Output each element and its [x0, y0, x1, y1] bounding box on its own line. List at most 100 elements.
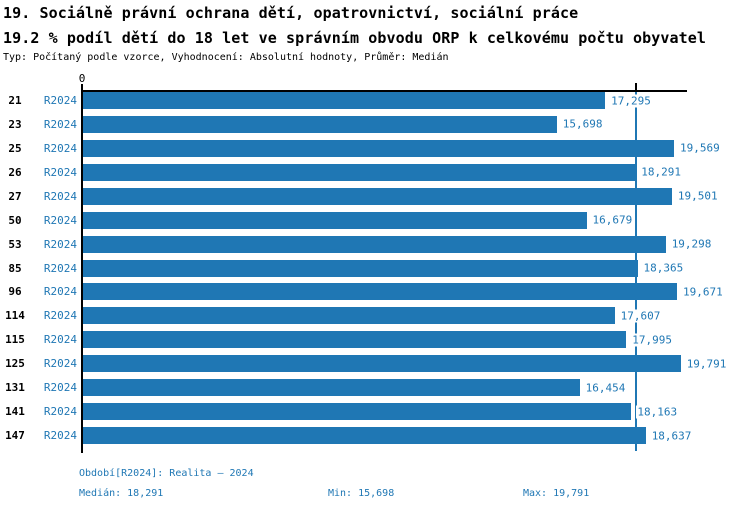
row-series-label: R2024: [43, 165, 77, 179]
chart-row: 26 R2024 18,291: [0, 163, 750, 181]
bar: [81, 403, 632, 421]
bar-track: 18,365: [81, 259, 750, 277]
row-category-label: 53: [8, 237, 22, 251]
bar-value-label: 15,698: [561, 117, 604, 131]
x-axis-zero-tick: [81, 84, 83, 91]
row-category-label: 21: [8, 94, 22, 107]
bar-value-label: 19,791: [685, 357, 728, 371]
bar: [81, 235, 666, 253]
row-series-label: R2024: [43, 261, 77, 275]
bar-track: 18,637: [81, 427, 750, 444]
bar-track: 15,698: [81, 115, 750, 133]
row-series-label: R2024: [43, 309, 77, 323]
chart-row: 85 R2024 18,365: [0, 259, 750, 277]
row-series-label: R2024: [43, 213, 77, 227]
row-series-label: R2024: [43, 141, 77, 155]
bar: [81, 331, 627, 349]
bar-value-label: 17,607: [619, 309, 662, 323]
indicator-meta: Typ: Počítaný podle vzorce, Vyhodnocení:…: [3, 52, 449, 63]
row-series-label: R2024: [43, 333, 77, 347]
indicator-subtitle: 19.2 % podíl dětí do 18 let ve správním …: [3, 29, 707, 47]
footer-max: Max: 19,791: [523, 488, 590, 499]
row-category-label: 26: [8, 165, 22, 179]
chart-row: 115 R2024 17,995: [0, 331, 750, 349]
chart-row: 114 R2024 17,607: [0, 307, 750, 325]
chart-row: 23 R2024 15,698: [0, 115, 750, 133]
row-series-label: R2024: [43, 189, 77, 203]
row-category-label: 147: [5, 429, 25, 442]
footer-min: Min: 15,698: [328, 488, 395, 499]
bar-value-label: 16,454: [584, 381, 627, 395]
bar-track: 19,671: [81, 283, 750, 301]
bar: [81, 379, 580, 397]
chart-row: 21 R2024 17,295: [0, 92, 750, 109]
bar-track: 19,501: [81, 187, 750, 205]
bar-track: 16,679: [81, 211, 750, 229]
bar-value-label: 18,163: [636, 405, 679, 419]
bar-value-label: 19,501: [676, 189, 719, 203]
row-category-label: 115: [5, 333, 25, 347]
chart-row: 125 R2024 19,791: [0, 355, 750, 373]
bar-track: 16,454: [81, 379, 750, 397]
row-category-label: 131: [5, 381, 25, 395]
bar-value-label: 18,365: [642, 261, 685, 275]
row-series-label: R2024: [43, 117, 77, 131]
bar-track: 17,607: [81, 307, 750, 325]
chart-row: 25 R2024 19,569: [0, 139, 750, 157]
bar-track: 17,295: [81, 92, 750, 109]
row-category-label: 27: [8, 189, 22, 203]
row-series-label: R2024: [43, 357, 77, 371]
bar-rows-container: 21 R2024 17,295 23 R2024 15,698 25 R2024…: [0, 92, 750, 454]
row-category-label: 141: [5, 405, 25, 419]
bar-value-label: 17,995: [631, 333, 674, 347]
row-category-label: 50: [8, 213, 22, 227]
chart-row: 53 R2024 19,298: [0, 235, 750, 253]
bar-track: 19,791: [81, 355, 750, 373]
bar-track: 18,163: [81, 403, 750, 421]
bar-value-label: 16,679: [591, 213, 634, 227]
row-series-label: R2024: [43, 285, 77, 299]
row-category-label: 96: [8, 285, 22, 299]
footer-period: Období[R2024]: Realita – 2024: [79, 468, 254, 479]
bar-value-label: 19,671: [682, 285, 724, 299]
bar: [81, 163, 636, 181]
bar-track: 19,298: [81, 235, 750, 253]
row-series-label: R2024: [43, 381, 77, 395]
bar-value-label: 18,291: [640, 165, 683, 179]
row-category-label: 114: [5, 309, 25, 323]
y-axis-line: [81, 90, 83, 453]
row-category-label: 85: [8, 261, 22, 275]
chart-row: 131 R2024 16,454: [0, 379, 750, 397]
row-category-label: 125: [5, 357, 25, 371]
chart-row: 50 R2024 16,679: [0, 211, 750, 229]
bar: [81, 259, 638, 277]
row-series-label: R2024: [43, 429, 77, 442]
median-tick: [634, 83, 637, 91]
x-axis-zero-label: 0: [78, 72, 86, 85]
chart-row: 27 R2024 19,501: [0, 187, 750, 205]
row-series-label: R2024: [43, 405, 77, 419]
bar: [81, 427, 646, 444]
bar: [81, 139, 674, 157]
bar: [81, 115, 557, 133]
bar-value-label: 17,295: [610, 94, 652, 107]
bar-track: 19,569: [81, 139, 750, 157]
row-series-label: R2024: [43, 94, 77, 107]
bar-value-label: 19,569: [679, 141, 721, 155]
footer-median: Medián: 18,291: [79, 488, 164, 499]
chart-row: 147 R2024 18,637: [0, 427, 750, 444]
row-series-label: R2024: [43, 237, 77, 251]
bar: [81, 92, 606, 109]
bar-track: 18,291: [81, 163, 750, 181]
page-title: 19. Sociálně právní ochrana dětí, opatro…: [3, 4, 579, 22]
bar-value-label: 19,298: [670, 237, 713, 251]
x-axis-line: [81, 90, 687, 92]
bar: [81, 283, 677, 301]
bar-value-label: 18,637: [650, 429, 693, 442]
row-category-label: 25: [8, 141, 22, 155]
bar: [81, 211, 587, 229]
bar: [81, 355, 681, 373]
chart-row: 141 R2024 18,163: [0, 403, 750, 421]
bar-track: 17,995: [81, 331, 750, 349]
